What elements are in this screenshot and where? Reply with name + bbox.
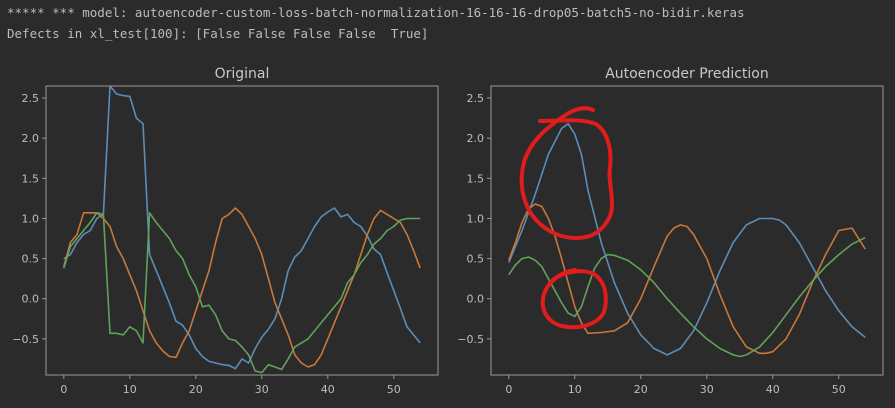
red-circle-annotation-upper	[519, 106, 615, 240]
original-plot: Original −0.5 0.0 0.5 1.0 1.5 2.0 2.5 0 10 20 30 40 5…	[12, 66, 439, 396]
console-model-line: ***** *** model: autoencoder-custom-loss…	[7, 5, 745, 20]
y-tick-label: −0.5	[457, 333, 484, 346]
x-tick-label: 30	[255, 383, 269, 396]
series-line-1	[63, 207, 421, 368]
y-tick-label: 2.5	[467, 92, 485, 105]
x-tick-label: 30	[700, 383, 714, 396]
series-line-1	[508, 203, 866, 355]
console-defects-line: Defects in xl_test[100]: [False False Fa…	[7, 26, 429, 41]
series-line-2	[63, 212, 421, 374]
y-tick-label: 1.0	[22, 212, 40, 225]
y-tick-label: 2.0	[22, 132, 40, 145]
x-tick-label: 20	[189, 383, 203, 396]
y-tick-label: 0.0	[467, 293, 485, 306]
x-tick-label: 50	[387, 383, 401, 396]
x-tick-label: 0	[60, 383, 67, 396]
autoencoder-prediction-plot: Autoencoder Prediction −0.5 0.0 0.5 1.0 1.5 2.…	[457, 66, 884, 396]
y-tick-label: 2.0	[467, 132, 485, 145]
red-circle-annotation-lower	[540, 268, 608, 330]
x-tick-label: 10	[123, 383, 137, 396]
y-tick-label: 2.5	[22, 92, 40, 105]
plot-title: Autoencoder Prediction	[605, 66, 769, 82]
y-tick-label: 1.5	[22, 172, 40, 185]
series-line-2	[508, 236, 866, 358]
y-tick-label: 1.0	[467, 212, 485, 225]
axes-frame	[490, 85, 884, 376]
x-tick-label: 10	[568, 383, 582, 396]
x-tick-label: 50	[832, 383, 846, 396]
y-tick-label: 1.5	[467, 172, 485, 185]
y-tick-label: −0.5	[12, 333, 39, 346]
y-tick-label: 0.5	[467, 253, 485, 266]
x-tick-label: 0	[505, 383, 512, 396]
red-annotation-scribbles	[519, 106, 615, 330]
x-tick-label: 40	[321, 383, 335, 396]
plot-title: Original	[215, 66, 270, 82]
y-tick-label: 0.5	[22, 253, 40, 266]
y-tick-label: 0.0	[22, 293, 40, 306]
series-line-0	[63, 86, 421, 370]
axes-frame	[45, 85, 439, 376]
x-tick-label: 20	[634, 383, 648, 396]
series-line-0	[508, 122, 866, 356]
x-tick-label: 40	[766, 383, 780, 396]
